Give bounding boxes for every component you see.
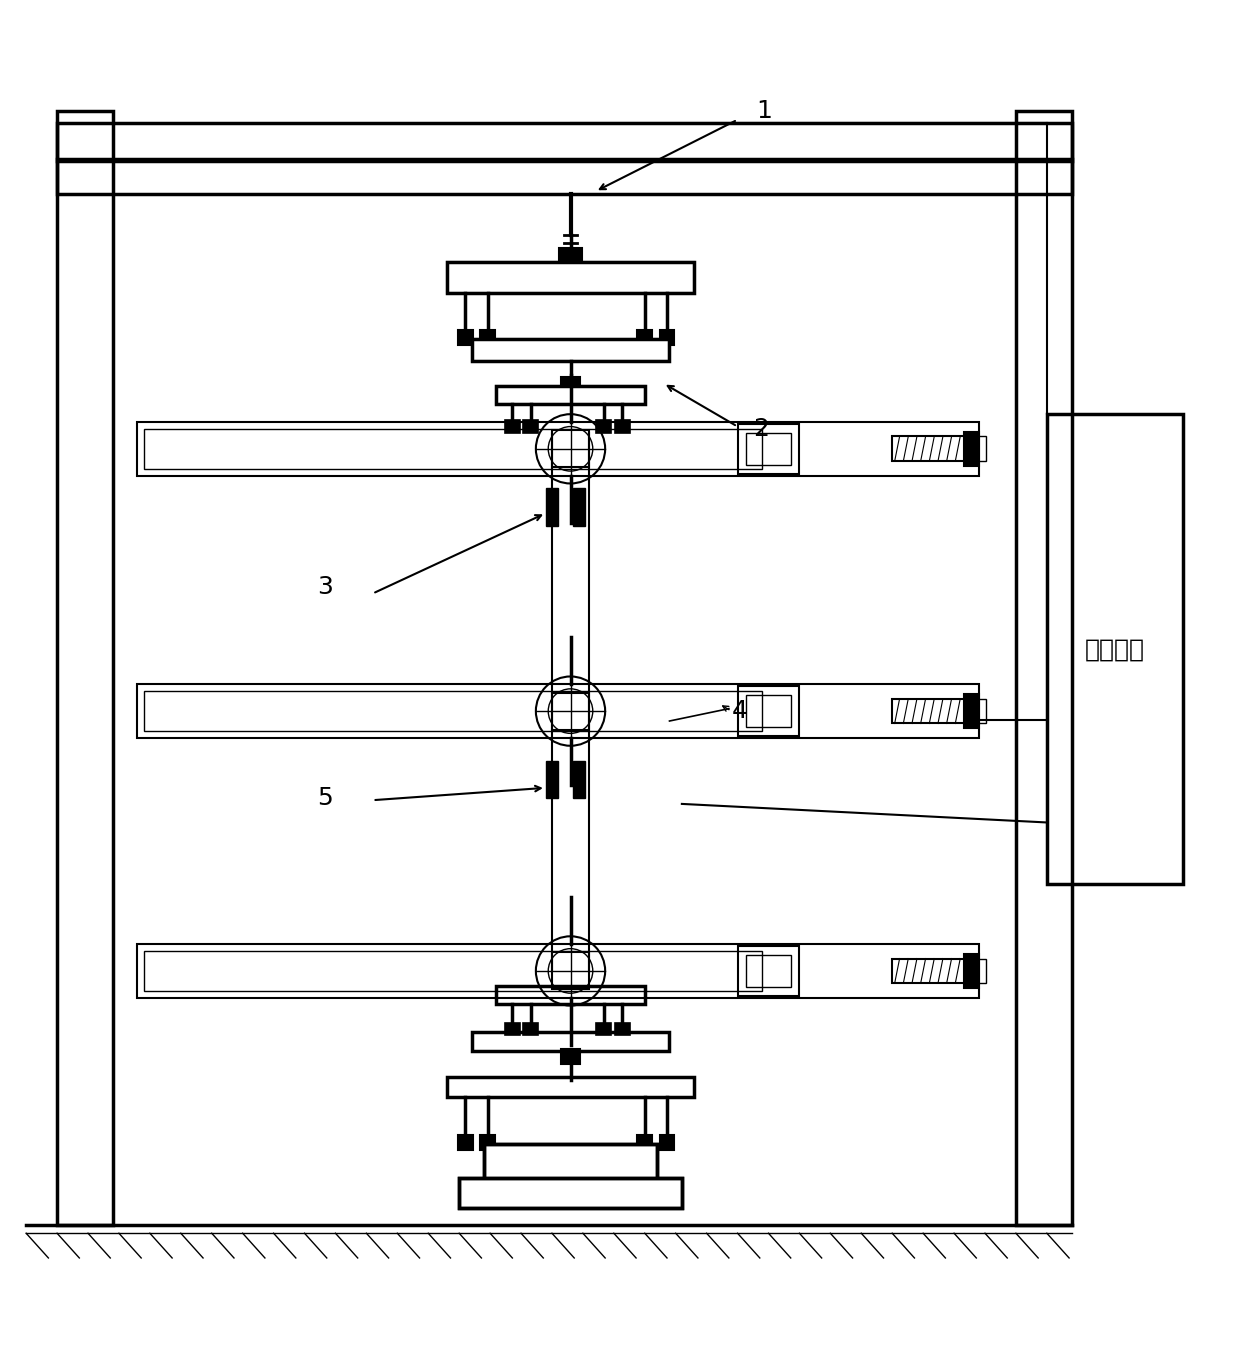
Text: 2: 2: [754, 417, 770, 441]
Bar: [138, 422, 978, 476]
Text: 5: 5: [317, 786, 332, 810]
Bar: [559, 248, 582, 263]
Bar: [746, 696, 791, 727]
Bar: [523, 421, 538, 433]
Bar: [471, 338, 670, 361]
Bar: [893, 437, 966, 461]
Bar: [976, 437, 986, 461]
Bar: [505, 1023, 520, 1035]
Bar: [746, 954, 791, 987]
Bar: [471, 338, 670, 361]
Bar: [560, 377, 580, 390]
Bar: [458, 1135, 472, 1150]
Bar: [573, 760, 585, 798]
Bar: [596, 421, 611, 433]
Bar: [546, 760, 558, 798]
Bar: [480, 1135, 495, 1150]
Bar: [615, 421, 630, 433]
Bar: [57, 111, 113, 1224]
Bar: [446, 1077, 694, 1097]
Bar: [746, 433, 791, 465]
Bar: [738, 686, 800, 736]
Bar: [138, 944, 978, 998]
Bar: [637, 1135, 652, 1150]
Bar: [1016, 111, 1071, 1224]
Bar: [552, 693, 589, 729]
Bar: [893, 958, 966, 983]
Bar: [660, 330, 675, 345]
Bar: [976, 698, 986, 724]
Text: 控制系统: 控制系统: [1085, 638, 1145, 662]
Bar: [738, 425, 800, 473]
Bar: [459, 1178, 682, 1208]
Bar: [552, 953, 589, 989]
Bar: [144, 429, 763, 469]
Bar: [480, 330, 495, 345]
Bar: [963, 953, 978, 988]
Bar: [1047, 414, 1183, 884]
Bar: [738, 946, 800, 996]
Bar: [596, 1023, 611, 1035]
Bar: [459, 1178, 682, 1208]
Bar: [496, 985, 645, 1004]
Bar: [496, 386, 645, 404]
Bar: [963, 431, 978, 466]
Bar: [446, 262, 694, 293]
Bar: [144, 952, 763, 991]
Bar: [138, 683, 978, 739]
Bar: [144, 692, 763, 731]
Bar: [637, 330, 652, 345]
Bar: [976, 958, 986, 983]
Bar: [496, 386, 645, 404]
Bar: [615, 1023, 630, 1035]
Text: 4: 4: [732, 700, 748, 723]
Bar: [458, 330, 472, 345]
Bar: [660, 1135, 675, 1150]
Bar: [505, 421, 520, 433]
Bar: [446, 262, 694, 293]
Bar: [560, 1049, 580, 1064]
Bar: [523, 1023, 538, 1035]
Bar: [57, 124, 1071, 160]
Bar: [484, 1144, 657, 1181]
Bar: [963, 694, 978, 728]
Bar: [546, 488, 558, 526]
Bar: [471, 1031, 670, 1051]
Bar: [57, 159, 1071, 194]
Bar: [552, 430, 589, 468]
Text: 1: 1: [756, 98, 773, 123]
Bar: [893, 698, 966, 724]
Bar: [573, 488, 585, 526]
Bar: [484, 1144, 657, 1181]
Text: 3: 3: [317, 576, 332, 600]
